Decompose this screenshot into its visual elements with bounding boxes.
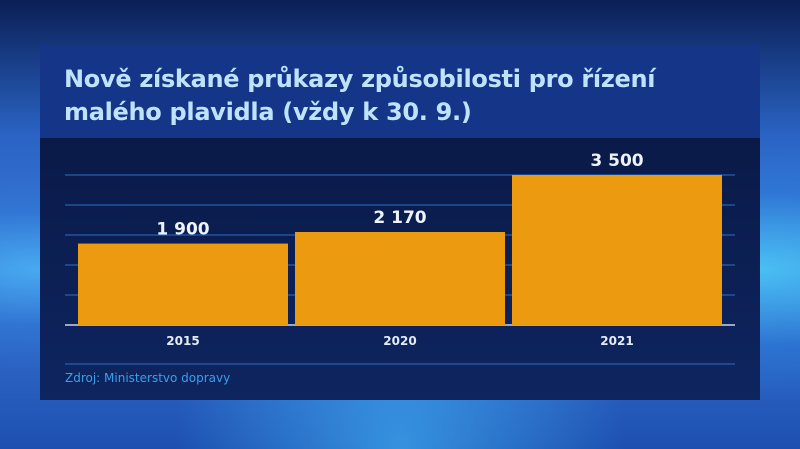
value-label: 2 170: [373, 208, 426, 228]
bar-chart: 1 900 2015 2 170 2020 3 500 2021: [65, 151, 735, 365]
bar-2015: [78, 243, 288, 325]
chart-panel: Nově získané průkazy způsobilosti pro ří…: [40, 45, 760, 400]
bar-2020: [295, 232, 505, 325]
x-tick-label: 2021: [600, 334, 633, 348]
value-label: 3 500: [590, 151, 643, 171]
x-tick-label: 2015: [166, 334, 199, 348]
value-label: 1 900: [156, 220, 209, 240]
source-note: Zdroj: Ministerstvo dopravy: [65, 371, 231, 385]
chart-title: Nově získané průkazy způsobilosti pro ří…: [64, 65, 656, 126]
title-box: Nově získané průkazy způsobilosti pro ří…: [40, 45, 760, 138]
x-tick-label: 2020: [383, 334, 416, 348]
bar-2021: [512, 175, 722, 325]
